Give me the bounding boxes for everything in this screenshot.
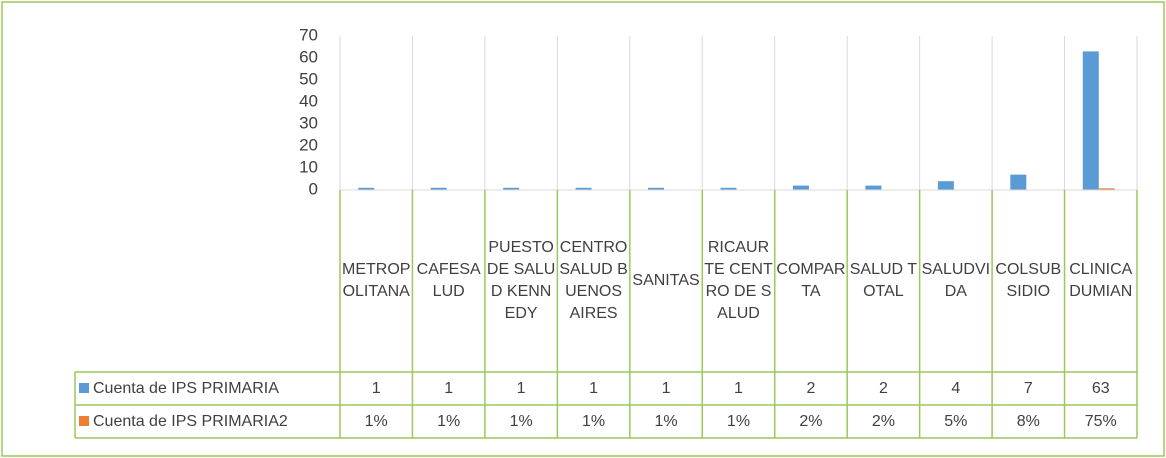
legend-label: Cuenta de IPS PRIMARIA xyxy=(93,379,279,397)
table-value: 1% xyxy=(364,412,388,430)
category-label: CLINICA DUMIAN xyxy=(1069,261,1133,300)
bar xyxy=(937,181,954,190)
bar xyxy=(503,187,520,190)
y-tick-label: 30 xyxy=(299,113,318,132)
table-value: 1 xyxy=(589,379,599,397)
legend-swatch xyxy=(79,416,89,426)
legend-label: Cuenta de IPS PRIMARIA2 xyxy=(93,412,288,430)
bar xyxy=(358,187,375,190)
y-tick-label: 0 xyxy=(309,179,318,198)
table-value: 2% xyxy=(799,412,823,430)
table-value: 1 xyxy=(734,379,743,397)
category-label: COLSUBSIDIO xyxy=(995,261,1062,300)
y-tick-label: 10 xyxy=(299,157,318,176)
y-tick-label: 60 xyxy=(299,47,318,66)
table-value: 8% xyxy=(1016,412,1040,430)
table-value: 1% xyxy=(437,412,461,430)
table-value: 1 xyxy=(371,379,381,397)
bar xyxy=(792,185,809,190)
category-label: CENTRO SALUD BUENOS AIRES xyxy=(559,239,628,322)
y-tick-label: 40 xyxy=(299,91,318,110)
category-label: COMPARTA xyxy=(776,261,846,300)
table-value: 5% xyxy=(944,412,968,430)
bar xyxy=(575,187,592,190)
legend-swatch xyxy=(79,383,89,393)
table-value: 4 xyxy=(951,379,961,397)
table-value: 2% xyxy=(871,412,895,430)
table-value: 63 xyxy=(1091,379,1110,397)
table-value: 1% xyxy=(726,412,751,430)
y-tick-label: 70 xyxy=(299,25,318,44)
y-tick-label: 20 xyxy=(299,135,318,154)
bar xyxy=(648,187,665,190)
table-value: 2 xyxy=(878,379,888,397)
category-label: RICAURTE CENTRO DE SALUD xyxy=(704,239,773,322)
category-label: PUESTO DE SALUD KENNEDY xyxy=(486,239,556,322)
table-value: 75% xyxy=(1084,412,1117,430)
bar xyxy=(1082,51,1099,191)
bar xyxy=(720,187,737,190)
table-value: 1 xyxy=(516,379,526,397)
category-label: SALUDVIDA xyxy=(921,261,991,300)
bar xyxy=(865,185,882,190)
table-value: 1% xyxy=(509,412,533,430)
y-tick-label: 50 xyxy=(299,69,318,88)
category-label: METROPOLITANA xyxy=(342,261,411,300)
category-label: SALUD TOTAL xyxy=(849,261,918,300)
bar xyxy=(1010,174,1027,190)
table-value: 1% xyxy=(654,412,678,430)
table-value: 1 xyxy=(661,379,671,397)
category-label: SANITAS xyxy=(632,272,700,289)
table-value: 1% xyxy=(582,412,606,430)
table-value: 1 xyxy=(444,379,454,397)
category-label: CAFESALUD xyxy=(416,261,481,300)
bar xyxy=(430,187,447,190)
bar xyxy=(1098,188,1115,190)
table-value: 7 xyxy=(1023,379,1033,397)
table-value: 2 xyxy=(806,379,816,397)
